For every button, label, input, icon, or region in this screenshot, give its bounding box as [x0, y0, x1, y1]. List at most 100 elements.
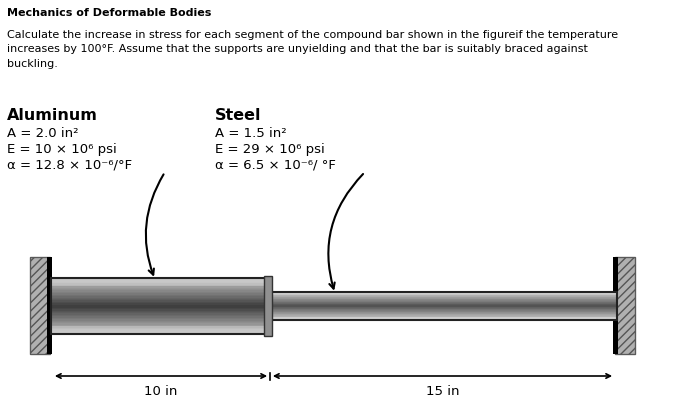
Bar [270, 306, 617, 307]
Bar [270, 319, 617, 320]
Bar [51, 305, 270, 307]
Bar [270, 313, 617, 315]
Bar [270, 305, 617, 306]
Bar [270, 296, 617, 297]
Bar [270, 320, 617, 321]
Text: E = 29 × 10⁶ psi: E = 29 × 10⁶ psi [215, 143, 325, 155]
Bar [51, 317, 270, 319]
Bar [51, 294, 270, 296]
Bar [613, 257, 618, 354]
Bar [51, 295, 270, 297]
Bar [51, 302, 270, 304]
Bar [270, 318, 617, 319]
Bar [51, 334, 270, 336]
Bar [51, 282, 270, 284]
Bar [51, 278, 270, 334]
Bar [270, 298, 617, 299]
Bar [51, 315, 270, 317]
Bar [51, 324, 270, 326]
Text: Calculate the increase in stress for each segment of the compound bar shown in t: Calculate the increase in stress for eac… [7, 30, 618, 69]
Bar [51, 303, 270, 306]
Bar [30, 257, 50, 354]
Bar [270, 309, 617, 310]
Bar [51, 283, 270, 285]
Bar [51, 322, 270, 324]
Bar [51, 308, 270, 310]
Bar [270, 315, 617, 317]
Bar [270, 292, 617, 320]
Bar [51, 279, 270, 281]
Bar [51, 314, 270, 316]
Bar [51, 281, 270, 283]
Bar [270, 310, 617, 311]
Bar [51, 329, 270, 331]
Bar [270, 317, 617, 318]
Bar [270, 303, 617, 304]
Bar [51, 298, 270, 300]
Bar [270, 317, 617, 319]
Bar [270, 297, 617, 298]
Bar [615, 257, 635, 354]
Bar [51, 318, 270, 320]
Bar [51, 309, 270, 311]
Bar [51, 321, 270, 323]
Bar [51, 311, 270, 313]
Bar [270, 316, 617, 317]
Bar [51, 312, 270, 314]
Text: 10 in: 10 in [144, 384, 178, 397]
Bar [51, 291, 270, 293]
Bar [51, 328, 270, 330]
Bar [30, 257, 50, 354]
Bar [270, 303, 617, 304]
Bar [51, 331, 270, 333]
Bar [270, 294, 617, 295]
Bar [270, 304, 617, 305]
Bar [270, 297, 617, 299]
Text: Steel: Steel [215, 108, 262, 123]
Bar [270, 294, 617, 296]
Bar [51, 299, 270, 301]
Text: A = 1.5 in²: A = 1.5 in² [215, 127, 287, 139]
Bar [51, 286, 270, 288]
Bar [51, 326, 270, 328]
Bar [270, 308, 617, 309]
Bar [47, 257, 52, 354]
Text: 15 in: 15 in [426, 384, 460, 397]
Bar [51, 325, 270, 327]
Bar [270, 301, 617, 302]
Bar [270, 315, 617, 316]
Text: α = 6.5 × 10⁻⁶/ °F: α = 6.5 × 10⁻⁶/ °F [215, 159, 336, 172]
Bar [270, 299, 617, 300]
Bar [51, 332, 270, 334]
Bar [270, 311, 617, 312]
Bar [51, 289, 270, 291]
Bar [51, 319, 270, 321]
Text: Aluminum: Aluminum [7, 108, 98, 123]
Bar [270, 314, 617, 315]
Bar [264, 276, 272, 336]
Bar [270, 307, 617, 308]
Bar [51, 301, 270, 303]
Bar [51, 278, 270, 280]
Bar [270, 300, 617, 301]
Text: E = 10 × 10⁶ psi: E = 10 × 10⁶ psi [7, 143, 116, 155]
Bar [51, 288, 270, 290]
Bar [270, 293, 617, 294]
Bar [615, 257, 635, 354]
Bar [270, 300, 617, 301]
Bar [51, 306, 270, 308]
Bar [270, 292, 617, 293]
Bar [51, 285, 270, 287]
Bar [270, 292, 617, 294]
Bar [270, 308, 617, 310]
Bar [270, 302, 617, 303]
Bar [270, 312, 617, 314]
Bar [270, 312, 617, 313]
Bar [51, 292, 270, 294]
Bar [270, 306, 617, 307]
Text: A = 2.0 in²: A = 2.0 in² [7, 127, 79, 139]
Bar [270, 310, 617, 312]
Text: Mechanics of Deformable Bodies: Mechanics of Deformable Bodies [7, 8, 212, 18]
Bar [270, 295, 617, 297]
Text: α = 12.8 × 10⁻⁶/°F: α = 12.8 × 10⁻⁶/°F [7, 159, 132, 172]
